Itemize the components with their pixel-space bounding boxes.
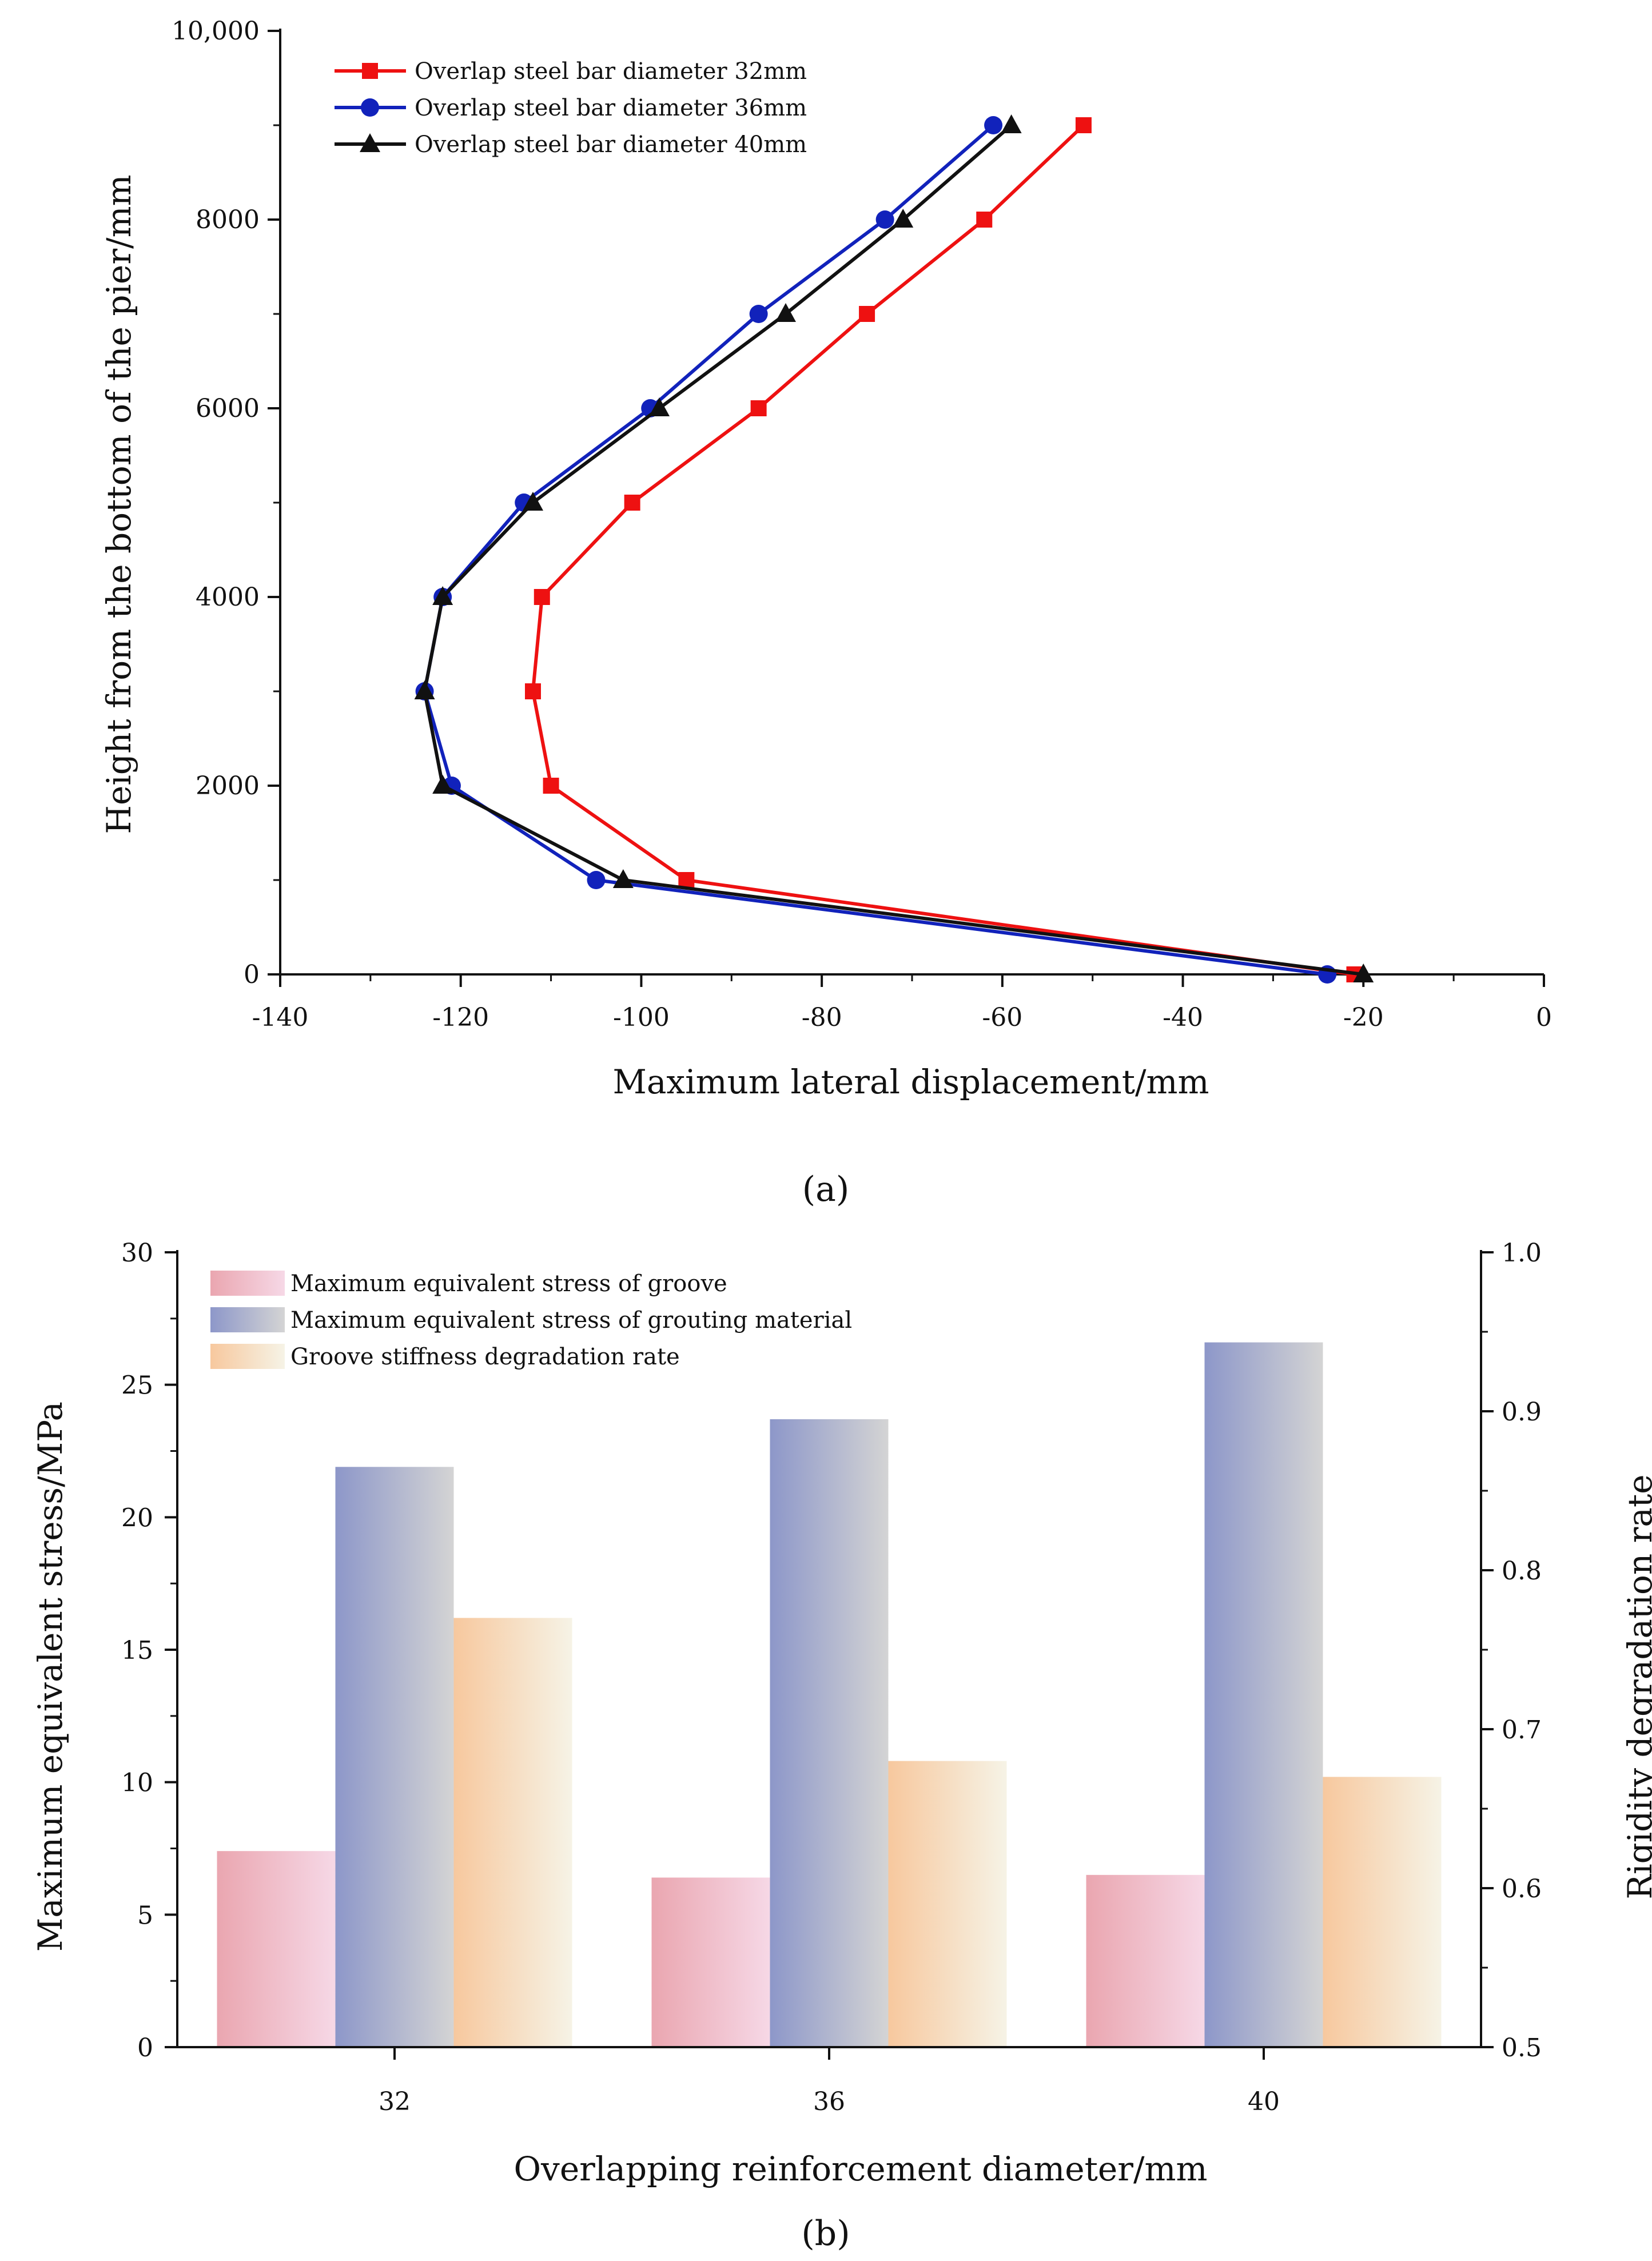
chart-b-y-tick-label: 0 bbox=[137, 2033, 153, 2063]
chart-b-bar bbox=[651, 1877, 770, 2047]
chart-a-point bbox=[587, 871, 606, 889]
chart-a-x-tick-label: -40 bbox=[1163, 1003, 1203, 1032]
chart-a-point bbox=[612, 869, 634, 888]
chart-b-bar bbox=[888, 1761, 1007, 2047]
chart-a-point bbox=[775, 303, 796, 322]
chart-b-legend-swatch bbox=[210, 1344, 285, 1369]
chart-a-point bbox=[893, 209, 914, 228]
chart-a-series-square bbox=[525, 117, 1363, 982]
chart-a-series-line bbox=[531, 124, 1355, 976]
chart-b-legend-swatch bbox=[210, 1271, 285, 1296]
chart-b-bars bbox=[217, 1342, 1442, 2047]
chart-a-ticks: -140 -120 -100 -80 -60 -40 -20 0 0 2000 4000 6000 80… bbox=[172, 17, 1552, 1032]
chart-b-bar bbox=[217, 1851, 336, 2047]
chart-b-y2label: Rigidity degradation rate bbox=[1621, 1474, 1652, 1899]
chart-b-legend-label: Maximum equivalent stress of groove bbox=[290, 1271, 727, 1297]
chart-b-y2-tick-label: 0.9 bbox=[1502, 1398, 1542, 1427]
chart-b-x-tick-label: 32 bbox=[379, 2087, 411, 2116]
chart-a-point bbox=[414, 680, 435, 699]
chart-a-y-tick-label: 8000 bbox=[196, 205, 260, 234]
chart-a-series-circle bbox=[415, 116, 1337, 984]
chart-b-bar bbox=[770, 1419, 889, 2047]
chart-b-y-tick-label: 25 bbox=[121, 1371, 153, 1400]
chart-a-series-line bbox=[423, 124, 1328, 976]
chart-b-ticks: 32 36 40 0 5 10 15 20 25 30 0.5 0.6 0.7 0.8 0.9 1.0 bbox=[121, 1239, 1542, 2116]
chart-a-legend-label: Overlap steel bar diameter 32mm bbox=[415, 58, 807, 85]
chart-a-point bbox=[749, 305, 768, 323]
chart-a-point bbox=[523, 492, 543, 511]
chart-b-y2-tick-label: 0.7 bbox=[1502, 1715, 1542, 1745]
chart-a-series-line bbox=[423, 124, 1364, 976]
chart-a-point bbox=[432, 775, 453, 794]
chart-a-point bbox=[525, 683, 541, 699]
chart-a-point bbox=[534, 589, 550, 605]
chart-a-series bbox=[414, 114, 1374, 984]
chart-a-y-tick-label: 0 bbox=[244, 960, 260, 989]
chart-a-point bbox=[875, 210, 894, 229]
chart-a-point bbox=[1353, 964, 1374, 982]
line-chart-displacement: -140 -120 -100 -80 -60 -40 -20 0 0 2000 4000 6000 80… bbox=[99, 17, 1552, 1101]
chart-a-x-tick-label: -100 bbox=[613, 1003, 670, 1032]
chart-a-x-tick-label: -80 bbox=[802, 1003, 842, 1032]
chart-a-legend: Overlap steel bar diameter 32mm Overlap s… bbox=[335, 58, 807, 158]
chart-b-bar bbox=[1323, 1777, 1442, 2047]
chart-a-point bbox=[1001, 114, 1022, 133]
chart-a-point bbox=[984, 116, 1003, 134]
chart-a-point bbox=[624, 495, 640, 511]
chart-a-y-tick-label: 2000 bbox=[196, 771, 260, 801]
chart-b-y-tick-label: 30 bbox=[121, 1239, 153, 1268]
chart-b-bar bbox=[1086, 1874, 1205, 2047]
chart-a-x-tick-label: 0 bbox=[1536, 1003, 1552, 1032]
chart-a-axes bbox=[279, 29, 1544, 976]
chart-a-point bbox=[361, 98, 379, 117]
chart-a-legend-label: Overlap steel bar diameter 36mm bbox=[415, 95, 807, 121]
chart-a-point bbox=[362, 63, 378, 79]
chart-a-point bbox=[678, 872, 695, 888]
chart-a-x-tick-label: -60 bbox=[982, 1003, 1022, 1032]
chart-a-point bbox=[1075, 117, 1092, 133]
chart-b-y2-tick-label: 0.6 bbox=[1502, 1874, 1542, 1904]
chart-a-point bbox=[750, 400, 767, 416]
chart-b-y2-tick-label: 1.0 bbox=[1502, 1239, 1542, 1268]
chart-a-y-tick-label: 10,000 bbox=[172, 17, 260, 46]
chart-b-x-tick-label: 40 bbox=[1248, 2087, 1280, 2116]
chart-a-xlabel: Maximum lateral displacement/mm bbox=[612, 1062, 1209, 1101]
chart-b-ylabel: Maximum equivalent stress/MPa bbox=[31, 1402, 70, 1952]
chart-a-point bbox=[859, 306, 875, 322]
chart-b-legend: Maximum equivalent stress of groove Maxim… bbox=[210, 1271, 852, 1370]
chart-a-legend-label: Overlap steel bar diameter 40mm bbox=[415, 132, 807, 158]
chart-a-point bbox=[432, 586, 453, 605]
chart-a-point bbox=[976, 212, 993, 228]
chart-a-point bbox=[360, 133, 380, 152]
chart-a-x-tick-label: -140 bbox=[252, 1003, 309, 1032]
chart-b-legend-label: Maximum equivalent stress of grouting ma… bbox=[290, 1307, 852, 1333]
chart-b-legend-label: Groove stiffness degradation rate bbox=[290, 1344, 680, 1370]
chart-b-y-tick-label: 5 bbox=[137, 1901, 153, 1930]
chart-b-x-tick-label: 36 bbox=[813, 2087, 845, 2116]
chart-b-y2-tick-label: 0.5 bbox=[1502, 2033, 1542, 2063]
chart-a-point bbox=[649, 397, 670, 416]
chart-b-xlabel: Overlapping reinforcement diameter/mm bbox=[514, 2149, 1208, 2188]
chart-b-y-tick-label: 15 bbox=[121, 1636, 153, 1665]
chart-a-x-tick-label: -20 bbox=[1343, 1003, 1384, 1032]
chart-b-bar bbox=[453, 1618, 572, 2047]
chart-b-y-tick-label: 10 bbox=[121, 1769, 153, 1798]
chart-a-y-tick-label: 6000 bbox=[196, 394, 260, 423]
chart-b-y2-tick-label: 0.8 bbox=[1502, 1557, 1542, 1586]
chart-a-point bbox=[543, 778, 559, 794]
chart-a-series-triangle bbox=[414, 114, 1374, 982]
chart-b-legend-swatch bbox=[210, 1307, 285, 1332]
panel-a-label: (a) bbox=[802, 1169, 850, 1209]
panel-b-label: (b) bbox=[801, 2214, 850, 2254]
chart-a-ylabel: Height from the bottom of the pier/mm bbox=[99, 174, 138, 834]
chart-b-y-tick-label: 20 bbox=[121, 1503, 153, 1532]
chart-a-y-tick-label: 4000 bbox=[196, 583, 260, 612]
chart-a-x-tick-label: -120 bbox=[432, 1003, 489, 1032]
chart-b-bar bbox=[335, 1467, 454, 2047]
chart-b-bar bbox=[1204, 1342, 1323, 2047]
bar-chart-stress: 32 36 40 0 5 10 15 20 25 30 0.5 0.6 0.7 0.8 0.9 1.0 Max… bbox=[31, 1239, 1652, 2188]
